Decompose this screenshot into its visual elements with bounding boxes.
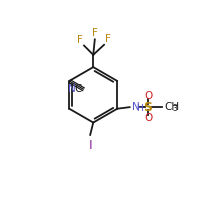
Text: F: F	[77, 35, 83, 45]
Text: N: N	[132, 102, 140, 112]
Text: O: O	[144, 113, 152, 123]
Text: O: O	[144, 91, 152, 101]
Text: H: H	[137, 104, 143, 113]
Text: F: F	[105, 34, 111, 44]
Text: CH: CH	[164, 102, 179, 112]
Text: 3: 3	[173, 104, 178, 113]
Text: F: F	[92, 28, 98, 38]
Text: S: S	[144, 101, 153, 114]
Text: I: I	[88, 139, 92, 152]
Text: C: C	[74, 84, 82, 94]
Text: N: N	[68, 84, 76, 94]
